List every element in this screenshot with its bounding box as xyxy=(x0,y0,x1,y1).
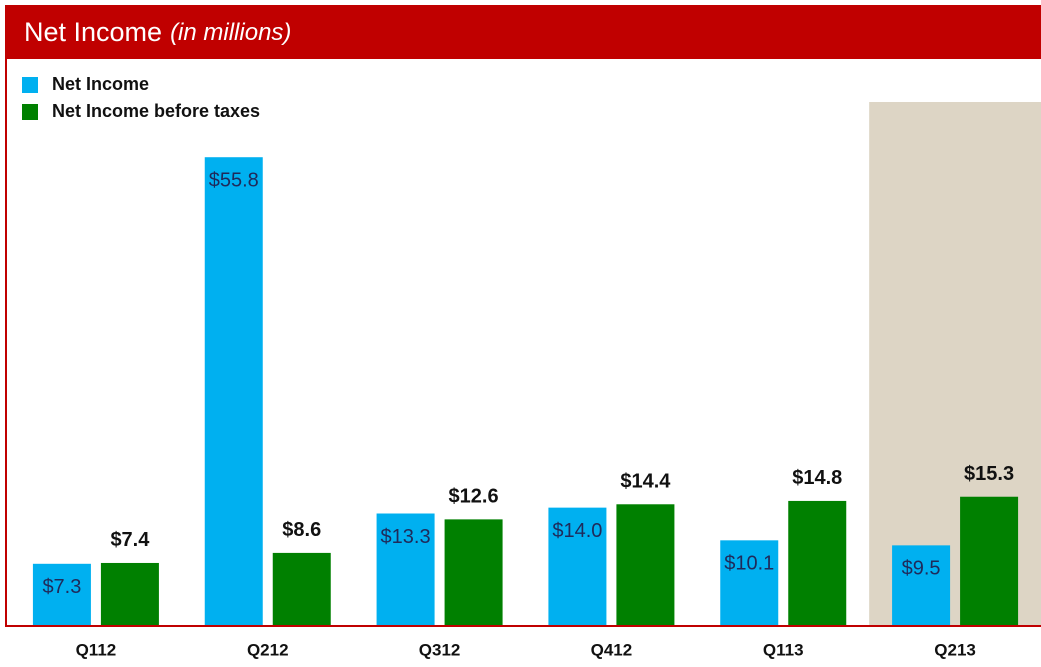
value-label: $13.3 xyxy=(381,526,431,548)
value-label: $8.6 xyxy=(282,519,321,541)
x-tick-label: Q312 xyxy=(419,640,461,659)
bar xyxy=(892,545,951,625)
value-label: $7.3 xyxy=(42,576,81,598)
value-label: $9.5 xyxy=(902,558,941,580)
bar xyxy=(100,562,159,625)
value-label: $14.4 xyxy=(620,471,671,493)
title-bar xyxy=(5,5,1041,59)
x-tick-label: Q412 xyxy=(591,640,633,659)
value-label: $7.4 xyxy=(110,529,150,551)
bar xyxy=(616,504,675,625)
x-tick-label: Q113 xyxy=(763,640,804,659)
value-label: $55.8 xyxy=(209,169,259,191)
legend-label: Net Income before taxes xyxy=(52,101,260,121)
bar xyxy=(960,496,1019,625)
x-tick-label: Q213 xyxy=(934,640,976,659)
legend-swatch xyxy=(22,104,38,120)
bar xyxy=(788,500,847,625)
bar xyxy=(204,157,263,625)
bar xyxy=(32,563,91,625)
bar xyxy=(720,540,779,625)
x-tick-label: Q212 xyxy=(247,640,289,659)
value-label: $10.1 xyxy=(724,553,774,575)
value-label: $14.0 xyxy=(552,520,602,542)
chart-subtitle: (in millions) xyxy=(170,19,291,46)
bar xyxy=(272,552,331,625)
bar xyxy=(376,513,435,625)
x-tick-label: Q112 xyxy=(76,640,117,659)
legend-swatch xyxy=(22,77,38,93)
value-label: $15.3 xyxy=(964,463,1014,485)
bar xyxy=(548,507,607,625)
bar xyxy=(444,519,503,625)
value-label: $12.6 xyxy=(449,486,499,508)
chart-title-group: Net Income (in millions) xyxy=(24,17,291,47)
chart-title: Net Income xyxy=(24,17,162,47)
value-label: $14.8 xyxy=(792,467,842,489)
legend-label: Net Income xyxy=(52,74,149,94)
